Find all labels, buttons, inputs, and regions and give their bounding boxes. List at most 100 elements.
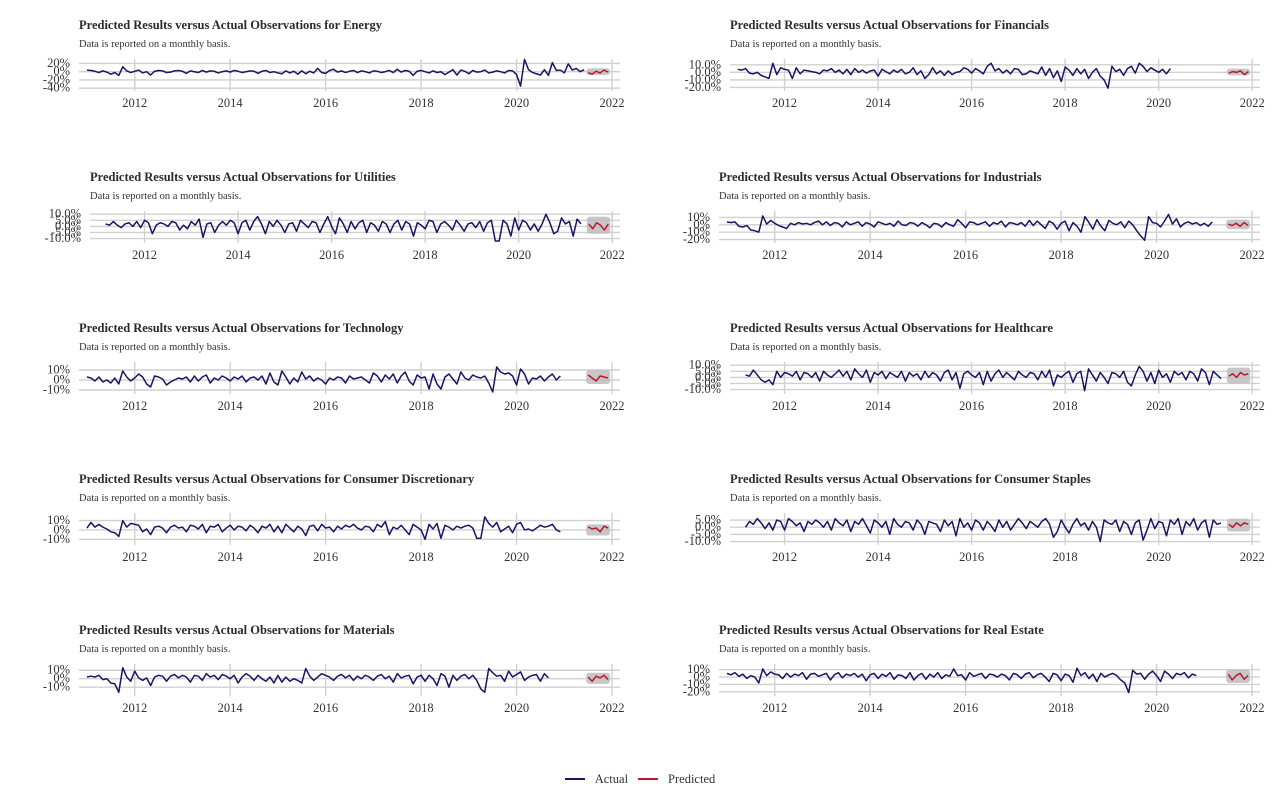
legend-label-actual: Actual	[594, 771, 629, 786]
y-tick-label: 0.0%	[695, 370, 721, 384]
x-tick-label: 2022	[1240, 248, 1265, 262]
x-tick-label: 2012	[772, 550, 797, 564]
line-chart: 20%0%-20%-40% 2012 2014 2016 2018 2020 2022	[43, 56, 625, 110]
x-tick-label: 2014	[866, 96, 892, 110]
actual-series-line	[86, 666, 549, 694]
chart-title: Predicted Results versus Actual Observat…	[730, 472, 1091, 486]
line-chart: 10%0%-10% 2012 2014 2016 2018 2020 2022	[43, 362, 625, 413]
chart-title: Predicted Results versus Actual Observat…	[79, 321, 404, 335]
x-tick-label: 2020	[1144, 248, 1169, 262]
y-tick-label: 0.0%	[55, 219, 81, 233]
legend-item-predicted: Predicted	[638, 772, 715, 787]
predicted-series-line	[1227, 221, 1249, 228]
y-tick-label: -5.0%	[51, 225, 81, 239]
line-chart: 10%0%-10%-20% 2012 2014 2016 2018 2020 2022	[683, 662, 1265, 715]
chart-title: Predicted Results versus Actual Observat…	[719, 170, 1042, 184]
chart-title: Predicted Results versus Actual Observat…	[730, 18, 1049, 32]
x-tick-label: 2016	[953, 248, 978, 262]
x-tick-label: 2018	[409, 96, 434, 110]
y-tick-label: -5.0%	[691, 376, 721, 390]
x-tick-label: 2016	[313, 701, 338, 715]
predicted-series-line	[588, 221, 609, 231]
y-tick-label: 0%	[53, 522, 70, 536]
x-tick-label: 2014	[218, 550, 244, 564]
x-tick-label: 2020	[504, 550, 529, 564]
chart-title: Predicted Results versus Actual Observat…	[719, 623, 1044, 637]
y-tick-label: 0.0%	[695, 520, 721, 534]
chart-subtitle: Data is reported on a monthly basis.	[719, 191, 871, 202]
y-tick-label: 0.0%	[695, 65, 721, 79]
chart-title: Predicted Results versus Actual Observat…	[79, 18, 382, 32]
x-tick-label: 2016	[313, 96, 338, 110]
x-tick-label: 2014	[218, 701, 244, 715]
predicted-series-line	[1228, 522, 1249, 528]
y-tick-label: -10.0%	[685, 382, 721, 396]
line-chart: 10%0%-10%-20% 2012 2014 2016 2018 2020 2022	[683, 210, 1265, 262]
x-tick-label: 2014	[866, 550, 892, 564]
y-tick-label: 10%	[47, 363, 70, 377]
x-tick-label: 2016	[319, 248, 344, 262]
x-tick-label: 2014	[866, 399, 892, 413]
x-tick-label: 2018	[413, 248, 438, 262]
predicted-series-line	[587, 674, 609, 683]
x-tick-label: 2022	[1240, 399, 1265, 413]
y-tick-label: 10.0%	[689, 57, 721, 71]
y-tick-label: 0%	[53, 671, 70, 685]
legend-item-actual: Actual	[564, 771, 629, 787]
chart-title: Predicted Results versus Actual Observat…	[90, 170, 396, 184]
x-tick-label: 2022	[1240, 550, 1265, 564]
x-tick-label: 2020	[1146, 96, 1171, 110]
x-tick-label: 2018	[1053, 399, 1078, 413]
chart-title: Predicted Results versus Actual Observat…	[79, 623, 395, 637]
x-tick-label: 2012	[132, 248, 157, 262]
chart-subtitle: Data is reported on a monthly basis.	[79, 342, 231, 353]
x-tick-label: 2012	[122, 399, 147, 413]
y-tick-label: -10%	[43, 383, 70, 397]
x-tick-label: 2020	[504, 399, 529, 413]
line-chart: 10%0%-10% 2012 2014 2016 2018 2020 2022	[43, 663, 625, 715]
x-tick-label: 2020	[1144, 701, 1169, 715]
x-tick-label: 2020	[504, 96, 529, 110]
x-tick-label: 2022	[600, 550, 625, 564]
forecast-band	[586, 370, 611, 384]
y-tick-label: 10%	[687, 662, 710, 676]
legend-label-predicted: Predicted	[668, 771, 716, 786]
x-tick-label: 2014	[218, 399, 244, 413]
x-tick-label: 2020	[1146, 550, 1171, 564]
actual-series-line	[744, 517, 1222, 543]
chart-subtitle: Data is reported on a monthly basis.	[730, 493, 882, 504]
y-tick-label: 10%	[47, 663, 70, 677]
x-tick-label: 2016	[959, 550, 984, 564]
y-tick-label: -10%	[683, 225, 710, 239]
x-tick-label: 2012	[122, 550, 147, 564]
x-tick-label: 2012	[762, 248, 787, 262]
chart-title: Predicted Results versus Actual Observat…	[79, 472, 475, 486]
x-tick-label: 2014	[218, 96, 244, 110]
y-tick-label: 10%	[687, 210, 710, 224]
chart-subtitle: Data is reported on a monthly basis.	[79, 493, 231, 504]
x-tick-label: 2012	[772, 96, 797, 110]
predicted-series-line	[1227, 672, 1249, 681]
y-tick-label: -20.0%	[685, 80, 721, 94]
y-tick-label: -10.0%	[45, 231, 81, 245]
x-tick-label: 2016	[959, 399, 984, 413]
y-tick-label: 5.0%	[695, 364, 721, 378]
y-tick-label: 0%	[693, 217, 710, 231]
y-tick-label: -20%	[43, 72, 70, 86]
y-tick-label: -10.0%	[685, 534, 721, 548]
line-chart: 5.0%0.0%-5.0%-10.0% 2012 2014 2016 2018 2020 2…	[685, 513, 1265, 564]
x-tick-label: 2016	[313, 399, 338, 413]
x-tick-label: 2022	[600, 701, 625, 715]
actual-series-line	[726, 667, 1197, 694]
line-chart: 10.0%5.0%0.0%-5.0%-10.0% 2012 2014 2016 2018…	[685, 358, 1265, 413]
actual-series-line	[745, 365, 1222, 392]
actual-series-line	[737, 62, 1171, 89]
predicted-series-line	[587, 69, 609, 75]
y-tick-label: 0%	[693, 670, 710, 684]
x-tick-label: 2016	[313, 550, 338, 564]
actual-series-line	[726, 213, 1213, 242]
x-tick-label: 2012	[122, 96, 147, 110]
x-tick-label: 2018	[1049, 248, 1074, 262]
predicted-series-line	[1228, 371, 1249, 379]
x-tick-label: 2018	[1049, 701, 1074, 715]
